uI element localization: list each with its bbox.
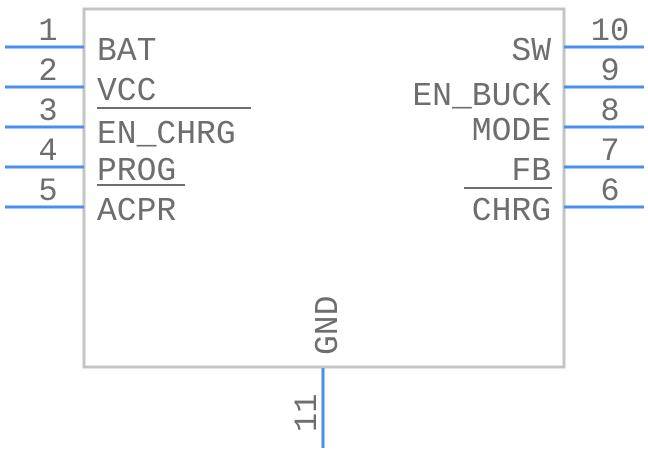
pin-number-2: 2 (38, 53, 57, 90)
pin-number-1: 1 (38, 13, 57, 50)
pin-name-8: MODE (472, 113, 551, 150)
pin-name-7: FB (511, 153, 551, 190)
pin-name-3: EN_CHRG (97, 116, 236, 153)
pin-number-8: 8 (600, 93, 619, 130)
pin-name-gnd: GND (310, 296, 347, 355)
pin-name-5: ACPR (97, 193, 176, 230)
pin-number-5: 5 (38, 173, 57, 210)
pin-name-6: CHRG (472, 193, 551, 230)
pin-name-1: BAT (97, 33, 156, 70)
pin-number-6: 6 (600, 173, 619, 210)
pin-number-7: 7 (600, 133, 619, 170)
pin-number-4: 4 (38, 133, 57, 170)
pin-name-10: SW (511, 33, 551, 70)
pin-number-9: 9 (600, 53, 619, 90)
pin-number-11: 11 (289, 394, 326, 432)
component-body (82, 7, 566, 369)
pin-number-10: 10 (591, 13, 629, 50)
pin-name-9: EN_BUCK (412, 78, 551, 115)
pin-name-2: VCC (97, 73, 156, 110)
pin-name-4: PROG (97, 153, 176, 190)
pin-number-3: 3 (38, 93, 57, 130)
